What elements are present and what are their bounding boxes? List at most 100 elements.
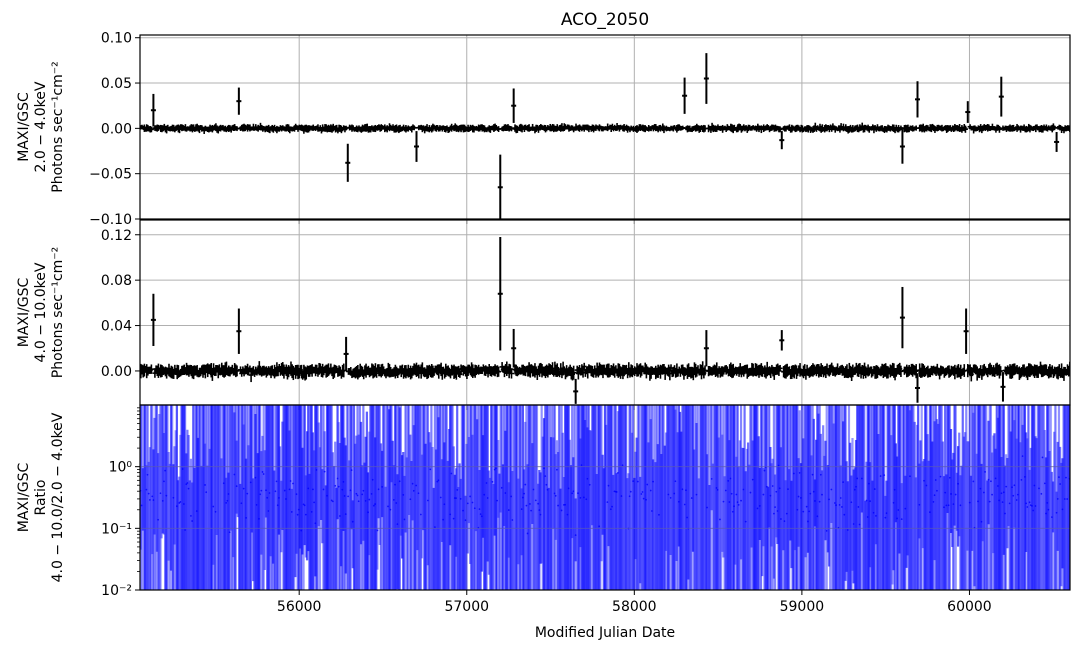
ratio-point (821, 493, 823, 496)
ratio-point (235, 485, 238, 488)
ratio-point (511, 519, 514, 521)
ratio-point (719, 518, 721, 521)
ratio-point (398, 480, 401, 483)
x-tick-label: 57000 (444, 599, 489, 615)
ratio-point (553, 492, 556, 495)
ratio-point (344, 513, 347, 516)
ratio-point (228, 531, 231, 534)
x-tick-label: 56000 (277, 599, 322, 615)
ratio-point (357, 500, 360, 503)
ratio-point (165, 494, 168, 497)
ratio-point (939, 475, 942, 478)
ratio-point (417, 492, 420, 495)
ratio-point (729, 477, 732, 480)
ratio-point (510, 495, 513, 498)
y-tick-label: −0.05 (89, 167, 132, 183)
ratio-point (883, 474, 886, 477)
ratio-point (312, 488, 314, 491)
ratio-point (146, 473, 149, 476)
y-axis-label: MAXI/GSC Ratio 4.0 − 10.0/2.0 − 4.0keV (16, 412, 66, 582)
y-axis-label: MAXI/GSC 2.0 − 4.0keV Photons sec⁻¹cm⁻² (16, 61, 66, 193)
y-axis-label-line: Photons sec⁻¹cm⁻² (50, 247, 66, 379)
ratio-point (534, 499, 537, 502)
ratio-point (737, 503, 740, 506)
ratio-point (1012, 494, 1015, 497)
ratio-point (621, 464, 624, 467)
ratio-point (471, 501, 474, 504)
ratio-point (792, 472, 795, 475)
ratio-point (303, 504, 306, 507)
ratio-point (1056, 498, 1059, 500)
ratio-point (323, 470, 326, 473)
ratio-point (350, 469, 353, 472)
y-axis-label-line: MAXI/GSC (16, 277, 32, 347)
ratio-point (744, 520, 747, 523)
ratio-point (980, 520, 983, 523)
ratio-point (322, 488, 325, 491)
ratio-point (724, 489, 727, 492)
x-tick-label: 58000 (612, 599, 657, 615)
ratio-point (334, 484, 337, 487)
ratio-point (846, 529, 849, 531)
ratio-point (295, 493, 298, 496)
y-axis-label-line: 2.0 − 4.0keV (33, 81, 49, 172)
y-tick-label: 0.12 (101, 228, 132, 244)
ratio-point (246, 492, 249, 495)
ratio-point (991, 493, 993, 496)
ratio-point (258, 517, 260, 520)
ratio-point (673, 492, 676, 495)
ratio-point (749, 491, 752, 494)
ratio-point (439, 496, 442, 499)
ratio-point (695, 493, 698, 496)
ratio-point (376, 529, 379, 532)
ratio-point (588, 483, 591, 486)
ratio-point (159, 492, 162, 495)
ratio-point (873, 488, 876, 490)
ratio-point (356, 494, 359, 497)
chart-title: ACO_2050 (561, 10, 649, 30)
y-tick-label: −0.10 (89, 212, 132, 228)
ratio-point (262, 473, 265, 475)
ratio-point (652, 480, 654, 483)
ratio-point (544, 475, 547, 478)
ratio-point (289, 480, 292, 482)
ratio-point (828, 498, 830, 501)
y-axis-label-line: Photons sec⁻¹cm⁻² (50, 61, 66, 193)
y-tick-label: 0.05 (101, 76, 132, 92)
y-tick-label: 0.00 (101, 121, 132, 137)
ratio-point (850, 501, 853, 504)
ratio-point (710, 477, 713, 480)
ratio-point (172, 496, 175, 499)
ratio-point (645, 498, 647, 501)
ratio-point (740, 499, 742, 502)
y-axis-label-line: MAXI/GSC (16, 92, 32, 162)
ratio-point (736, 501, 739, 504)
panel-ratio: 10⁻² 10⁻¹ 10⁰ 56000 57000 58000 59000 60000 MAXI… (16, 404, 1071, 615)
axes-frame (139, 34, 1071, 220)
ratio-point (161, 500, 164, 502)
data-series (140, 237, 1070, 404)
ratio-point (773, 512, 775, 515)
y-axis-label-line: MAXI/GSC (16, 462, 32, 532)
ratio-point (636, 480, 639, 483)
ratio-point (464, 519, 467, 522)
ratio-point (640, 493, 643, 495)
ratio-point (774, 506, 776, 509)
y-tick-label: 0.08 (101, 273, 132, 289)
ratio-point (261, 471, 264, 473)
y-axis-label-line: Ratio (33, 480, 49, 516)
ratio-point (473, 507, 476, 510)
ratio-point (1040, 492, 1043, 495)
x-tick-label: 59000 (780, 599, 825, 615)
ratio-point (1047, 508, 1050, 511)
panel-4-10keV: 0.00 0.04 0.08 0.12 MAXI/GSC 4.0 − 10.0keV Pho… (16, 219, 1071, 410)
ratio-point (554, 494, 557, 497)
y-axis-label-line: 4.0 − 10.0keV (33, 262, 49, 362)
ratio-point (1041, 456, 1044, 459)
ratio-point (1025, 502, 1027, 505)
ratio-point (667, 493, 670, 496)
ratio-point (178, 502, 181, 504)
ratio-point (722, 500, 725, 503)
ratio-point (598, 525, 601, 528)
